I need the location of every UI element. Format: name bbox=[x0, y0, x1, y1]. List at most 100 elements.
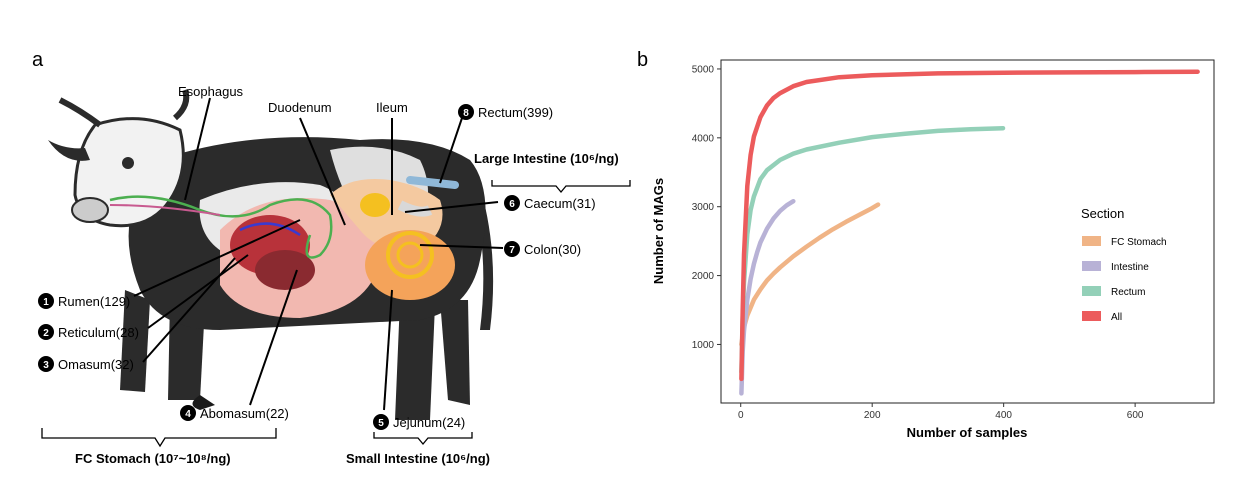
site-colon: 7 Colon(30) bbox=[504, 241, 581, 257]
series-line-rectum bbox=[739, 125, 1006, 375]
label-fc-stomach: FC Stomach (10⁷~10⁸/ng) bbox=[75, 451, 231, 466]
legend-title: Section bbox=[1081, 206, 1124, 221]
site-badge bbox=[373, 414, 389, 430]
y-ticks: 1000 2000 3000 4000 5000 bbox=[692, 64, 721, 351]
leader-jejunum bbox=[383, 289, 393, 411]
site-badge bbox=[458, 104, 474, 120]
leader-duodenum bbox=[299, 117, 346, 226]
x-axis-title: Number of samples bbox=[907, 425, 1028, 440]
cow-leg-hind-left bbox=[395, 300, 435, 420]
leader-rectum bbox=[439, 117, 463, 184]
site-badge bbox=[180, 405, 196, 421]
cow-ear bbox=[48, 140, 90, 161]
colon bbox=[365, 230, 455, 300]
reticulum bbox=[255, 250, 315, 290]
site-label: Colon(30) bbox=[524, 242, 581, 257]
omasum-tract bbox=[239, 222, 301, 237]
site-number: 4 bbox=[185, 409, 191, 420]
y-tick-label: 2000 bbox=[692, 271, 715, 282]
site-jejunum: 5 Jejunum(24) bbox=[373, 414, 465, 430]
cow-muzzle bbox=[71, 197, 109, 223]
site-caecum: 6 Caecum(31) bbox=[504, 195, 596, 211]
rarefaction-chart: 0 200 400 600 1000 2000 3000 4000 5000 Number o… bbox=[651, 59, 1215, 440]
plot-frame bbox=[720, 59, 1215, 404]
x-tick-label: 0 bbox=[738, 410, 744, 421]
site-number: 8 bbox=[463, 108, 469, 119]
label-duodenum: Duodenum bbox=[268, 100, 332, 115]
cow-eye bbox=[122, 157, 134, 169]
cow-tail bbox=[470, 180, 494, 330]
panel-b-label: b bbox=[637, 49, 648, 71]
leader-omasum bbox=[142, 257, 236, 363]
legend-label: All bbox=[1111, 312, 1122, 323]
cow-leg-hind-right bbox=[440, 300, 470, 405]
site-abomasum: 4 Abomasum(22) bbox=[180, 405, 289, 421]
y-tick-label: 3000 bbox=[692, 202, 715, 213]
caecum bbox=[360, 193, 390, 217]
legend-swatch bbox=[1082, 236, 1101, 246]
cow-horn-right bbox=[172, 89, 190, 121]
digestive-organs bbox=[109, 176, 459, 318]
legend-label: Intestine bbox=[1111, 262, 1149, 273]
leader-colon bbox=[419, 244, 504, 249]
y-tick-label: 1000 bbox=[692, 340, 715, 351]
legend-swatch bbox=[1082, 311, 1101, 321]
site-badge bbox=[38, 356, 54, 372]
brace-small-intestine bbox=[373, 432, 473, 446]
label-esophagus: Esophagus bbox=[178, 84, 244, 99]
legend-label: Rectum bbox=[1111, 287, 1145, 298]
site-label: Rumen(129) bbox=[58, 294, 130, 309]
leader-lines bbox=[133, 97, 504, 411]
leader-rumen bbox=[133, 219, 301, 297]
x-ticks: 0 200 400 600 bbox=[738, 403, 1144, 421]
site-label: Reticulum(28) bbox=[58, 325, 139, 340]
site-number: 2 bbox=[43, 328, 49, 339]
legend-items: FC Stomach Intestine Rectum All bbox=[1082, 236, 1167, 323]
leader-reticulum bbox=[147, 254, 249, 329]
leader-caecum bbox=[404, 201, 499, 213]
legend: Section FC Stomach Intestine Rectum All bbox=[1081, 206, 1167, 323]
cow-hoof bbox=[192, 395, 215, 410]
leader-esophagus bbox=[184, 97, 211, 201]
series-line-fc-stomach bbox=[739, 202, 881, 347]
brace-large-intestine bbox=[491, 180, 631, 194]
site-badge bbox=[504, 195, 520, 211]
series-line-all bbox=[739, 69, 1200, 382]
series-layer bbox=[739, 69, 1200, 396]
site-omasum: 3 Omasum(32) bbox=[38, 356, 134, 372]
site-label: Omasum(32) bbox=[58, 357, 134, 372]
colon-spiral-inner bbox=[396, 241, 424, 269]
cow-leg-front-left bbox=[120, 290, 150, 392]
legend-swatch bbox=[1082, 286, 1101, 296]
site-label: Rectum(399) bbox=[478, 105, 553, 120]
y-axis-title: Number of MAGs bbox=[651, 178, 666, 284]
y-tick-label: 5000 bbox=[692, 64, 715, 75]
rectum bbox=[406, 176, 459, 189]
site-label: Abomasum(22) bbox=[200, 406, 289, 421]
site-rumen: 1 Rumen(129) bbox=[38, 293, 130, 309]
site-badge bbox=[38, 324, 54, 340]
panel-a-label: a bbox=[32, 49, 44, 71]
site-number: 3 bbox=[43, 360, 49, 371]
site-number: 7 bbox=[509, 245, 515, 256]
label-ileum: Ileum bbox=[376, 100, 408, 115]
x-tick-label: 200 bbox=[864, 410, 881, 421]
label-small-intestine: Small Intestine (10⁶/ng) bbox=[346, 451, 490, 466]
site-number: 5 bbox=[378, 418, 384, 429]
legend-label: FC Stomach bbox=[1111, 237, 1167, 248]
cow-horn-left bbox=[58, 97, 102, 128]
colon-spiral bbox=[386, 231, 434, 279]
digestive-tract-path bbox=[109, 195, 333, 259]
site-label: Caecum(31) bbox=[524, 196, 596, 211]
leader-abomasum bbox=[249, 269, 298, 406]
site-number: 6 bbox=[509, 199, 515, 210]
label-large-intestine: Large Intestine (10⁶/ng) bbox=[474, 151, 619, 166]
x-tick-label: 600 bbox=[1127, 410, 1144, 421]
site-badge bbox=[504, 241, 520, 257]
x-tick-label: 400 bbox=[995, 410, 1012, 421]
esophagus-tract bbox=[109, 204, 221, 216]
site-number: 1 bbox=[43, 297, 49, 308]
site-badge bbox=[38, 293, 54, 309]
site-label: Jejunum(24) bbox=[393, 415, 465, 430]
